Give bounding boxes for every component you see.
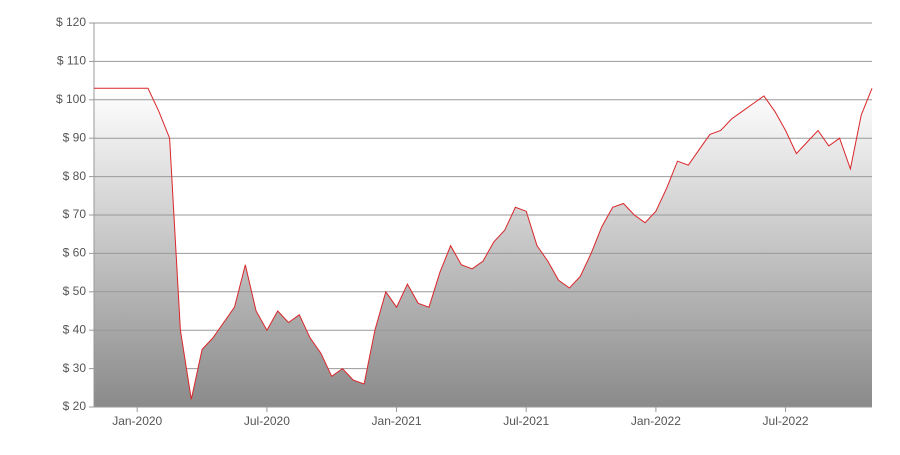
y-tick-label: $ 100: [56, 92, 86, 106]
x-tick-label: Jul-2020: [244, 414, 290, 428]
x-tick-label: Jan-2021: [372, 414, 422, 428]
y-tick-label: $ 50: [63, 284, 87, 298]
y-tick-label: $ 60: [63, 246, 87, 260]
y-tick-label: $ 80: [63, 169, 87, 183]
y-tick-label: $ 120: [56, 15, 86, 29]
area-fill: [94, 88, 872, 408]
y-tick-label: $ 40: [63, 322, 87, 336]
x-tick-label: Jan-2020: [112, 414, 162, 428]
y-tick-label: $ 110: [57, 54, 86, 68]
y-tick-label: $ 20: [63, 399, 87, 413]
x-tick-label: Jan-2022: [631, 414, 681, 428]
x-tick-label: Jul-2022: [763, 414, 809, 428]
x-tick-label: Jul-2021: [503, 414, 549, 428]
y-tick-label: $ 30: [63, 361, 87, 375]
y-tick-label: $ 90: [63, 130, 87, 144]
price-line: [94, 87, 873, 400]
y-tick-label: $ 70: [63, 207, 87, 221]
